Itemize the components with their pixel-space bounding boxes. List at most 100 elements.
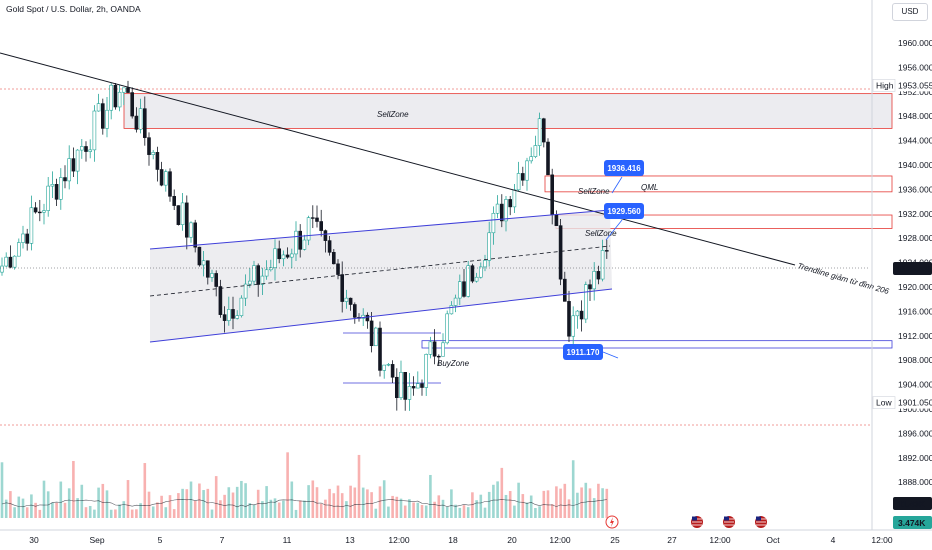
candle	[495, 195, 500, 219]
candle	[306, 215, 311, 246]
candle	[46, 177, 51, 217]
flag-usa-icon[interactable]	[755, 516, 767, 528]
candle-body	[268, 267, 273, 271]
candle	[206, 260, 210, 285]
volume-bar	[294, 509, 298, 518]
volume-bar	[164, 507, 168, 518]
volume-bar	[67, 488, 71, 518]
candle-body	[424, 354, 429, 388]
candle	[298, 224, 303, 258]
volume-bar	[168, 495, 172, 518]
annotation-label: SellZone	[578, 187, 610, 196]
y-tick-label: 1960.000	[898, 38, 932, 48]
x-tick-label: 13	[345, 535, 355, 545]
candle	[478, 262, 483, 279]
candle-body	[189, 222, 193, 238]
candle	[264, 260, 269, 280]
flag-usa-icon[interactable]	[723, 516, 735, 528]
candle-body	[277, 248, 282, 260]
candle-body	[8, 256, 13, 268]
x-tick-label: 12:00	[709, 535, 731, 545]
y-tick-label: 1948.000	[898, 111, 932, 121]
y-tick-label: 1912.000	[898, 331, 932, 341]
candle	[8, 245, 13, 269]
candle-body	[428, 341, 433, 355]
candle	[151, 149, 155, 160]
candle	[508, 195, 513, 216]
candle-body	[298, 230, 303, 250]
price-marker-label: High	[876, 80, 894, 90]
price-badge[interactable]	[563, 344, 603, 360]
candle-body	[159, 169, 164, 186]
candle	[101, 98, 105, 135]
candle-body	[50, 184, 55, 187]
channel-upper[interactable]	[149, 209, 611, 250]
volume-bar	[118, 504, 121, 518]
candle-body	[466, 265, 471, 297]
currency-button[interactable]: USD	[892, 3, 928, 21]
candle-body	[520, 173, 525, 181]
candle	[432, 329, 437, 365]
candle-body	[206, 260, 210, 278]
price-badge[interactable]	[604, 160, 644, 176]
volume-bar	[391, 495, 394, 518]
y-tick-label: 1900.000	[898, 404, 932, 414]
volume-bar	[126, 480, 130, 518]
candle	[54, 178, 59, 206]
volume-bar	[72, 460, 75, 518]
candle	[143, 96, 147, 146]
volume-bar	[269, 499, 273, 518]
volume-bar	[185, 489, 189, 518]
volume-bar	[298, 500, 302, 518]
lightning-icon[interactable]	[605, 515, 619, 529]
volume-bar	[206, 488, 210, 518]
channel-lower[interactable]	[149, 288, 613, 343]
flag-usa-icon[interactable]	[691, 516, 703, 528]
volume-bar	[105, 490, 109, 518]
volume-bar	[517, 482, 520, 518]
candle	[499, 194, 504, 228]
candle	[428, 336, 433, 359]
candle	[407, 373, 412, 411]
candle	[92, 105, 97, 162]
candle-body	[222, 314, 227, 321]
candle	[323, 229, 328, 253]
volume-bar	[567, 499, 571, 518]
volume-bar	[42, 480, 46, 518]
volume-bar	[198, 483, 201, 518]
trendline[interactable]	[0, 52, 796, 266]
price-marker-bg	[896, 79, 932, 92]
candle	[58, 168, 63, 210]
volume-bar	[416, 502, 420, 518]
candle-body	[281, 254, 286, 260]
volume-bar	[34, 502, 37, 518]
volume-bar	[227, 487, 231, 518]
candle	[604, 239, 609, 259]
candle-body	[260, 275, 265, 285]
y-tick-label: 1936.000	[898, 184, 932, 194]
volume-bar	[55, 502, 58, 518]
candle	[558, 218, 563, 286]
candle-body	[185, 202, 189, 238]
candle	[537, 112, 542, 156]
candle	[50, 171, 55, 198]
channel-mid[interactable]	[149, 245, 611, 297]
price-badge[interactable]	[604, 203, 644, 219]
volume-bar	[151, 506, 155, 518]
volume-bar	[324, 499, 327, 518]
candle-body	[596, 271, 601, 280]
candle	[525, 157, 529, 191]
candle	[310, 205, 315, 229]
candle-body	[256, 265, 261, 285]
candle-body	[516, 173, 521, 191]
candle	[113, 82, 118, 110]
volume-bar	[576, 492, 579, 518]
candle	[218, 279, 223, 318]
candle	[260, 267, 265, 296]
candle-body	[331, 252, 336, 265]
x-tick-label: 18	[448, 535, 458, 545]
y-tick-label: 1956.000	[898, 62, 932, 72]
candle-body	[16, 242, 21, 257]
volume-bar	[311, 480, 315, 518]
